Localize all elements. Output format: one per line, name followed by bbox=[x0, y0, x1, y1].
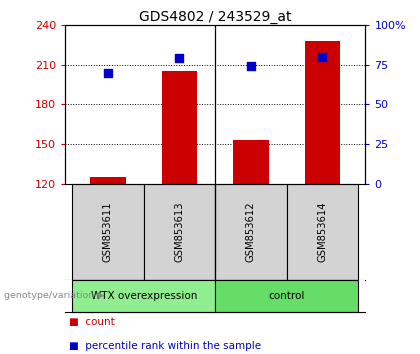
FancyBboxPatch shape bbox=[215, 184, 287, 280]
Text: GSM853611: GSM853611 bbox=[103, 201, 113, 262]
FancyBboxPatch shape bbox=[144, 184, 215, 280]
Text: GSM853614: GSM853614 bbox=[318, 202, 328, 262]
Bar bbox=[233, 140, 269, 184]
Text: ■  percentile rank within the sample: ■ percentile rank within the sample bbox=[69, 341, 261, 350]
Text: GSM853613: GSM853613 bbox=[174, 202, 184, 262]
Text: WTX overexpression: WTX overexpression bbox=[91, 291, 197, 301]
Point bbox=[248, 63, 255, 69]
Text: GSM853612: GSM853612 bbox=[246, 201, 256, 262]
Bar bbox=[162, 71, 197, 184]
Point bbox=[319, 54, 326, 59]
Point bbox=[105, 70, 111, 75]
Text: ■  count: ■ count bbox=[69, 317, 115, 327]
Text: genotype/variation ▶: genotype/variation ▶ bbox=[4, 291, 105, 300]
Text: control: control bbox=[268, 291, 305, 301]
Bar bbox=[304, 41, 340, 184]
Bar bbox=[90, 177, 126, 184]
FancyBboxPatch shape bbox=[72, 184, 144, 280]
FancyBboxPatch shape bbox=[287, 184, 358, 280]
FancyBboxPatch shape bbox=[72, 280, 215, 312]
FancyBboxPatch shape bbox=[215, 280, 358, 312]
Title: GDS4802 / 243529_at: GDS4802 / 243529_at bbox=[139, 10, 291, 24]
Point bbox=[176, 55, 183, 61]
